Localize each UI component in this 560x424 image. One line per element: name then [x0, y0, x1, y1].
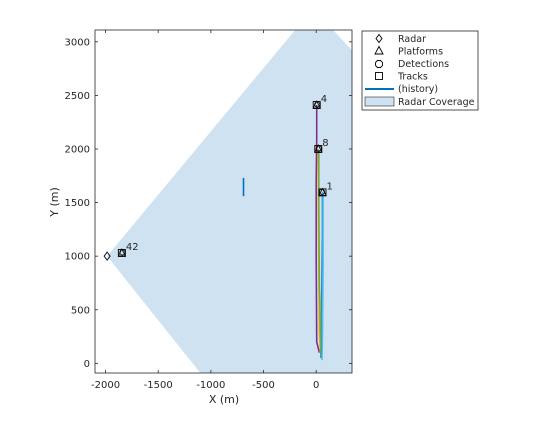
legend-item-radar: Radar: [375, 33, 426, 45]
track-label-3: 42: [126, 242, 139, 253]
history-line-4: [321, 192, 324, 361]
legend-item-detections: Detections: [375, 59, 449, 70]
y-tick-label-5: 2500: [65, 91, 90, 102]
track-label-1: 8: [322, 138, 328, 149]
history-line-0: [315, 105, 321, 353]
legend-radar-marker: [375, 33, 383, 44]
legend-detections-label: Detections: [398, 59, 449, 70]
legend-detection-marker: [375, 60, 383, 68]
legend-platform-marker: [374, 45, 384, 55]
legend-radar-label: Radar: [398, 34, 426, 45]
x-tick-label-3: -500: [252, 380, 275, 391]
legend-tracks-label: Tracks: [397, 72, 428, 83]
track-marker-2: [318, 188, 327, 197]
x-tick-label-2: -1000: [196, 380, 225, 391]
y-tick-label-2: 1000: [65, 252, 90, 263]
y-axis-label: Y (m): [48, 187, 61, 218]
y-tick-label-0: 0: [84, 359, 90, 370]
x-axis-label: X (m): [209, 393, 239, 406]
track-label-2: 1: [327, 181, 333, 192]
y-tick-label-4: 2000: [65, 144, 90, 155]
legend-item-tracks: Tracks: [375, 72, 428, 83]
track-label-0: 4: [321, 94, 327, 105]
legend-item-platforms: Platforms: [374, 45, 443, 58]
radar-coverage-area: [107, 30, 352, 373]
history-line-2: [318, 150, 322, 359]
x-tick-label-4: 0: [313, 380, 319, 391]
y-tick-label-1: 500: [71, 305, 90, 316]
legend: Radar Platforms Detections Tracks (histo…: [361, 30, 479, 111]
track-marker-1: [314, 145, 323, 153]
y-tick-label-6: 3000: [65, 37, 90, 48]
track-marker-0: [312, 101, 321, 109]
plot-frame: [94, 29, 353, 374]
legend-track-marker: [375, 72, 383, 80]
y-tick-label-3: 1500: [65, 198, 90, 209]
track-marker-3: [117, 248, 126, 257]
legend-item-coverage: Radar Coverage: [364, 96, 475, 108]
legend-platforms-label: Platforms: [398, 47, 443, 58]
legend-history-label: (history): [398, 84, 438, 95]
legend-coverage-label: Radar Coverage: [398, 97, 475, 108]
x-tick-label-0: -2000: [91, 380, 120, 391]
radar-marker: [103, 251, 111, 261]
x-tick-label-1: -1500: [144, 380, 173, 391]
legend-item-history: (history): [365, 84, 438, 95]
legend-coverage-swatch: [364, 96, 395, 107]
